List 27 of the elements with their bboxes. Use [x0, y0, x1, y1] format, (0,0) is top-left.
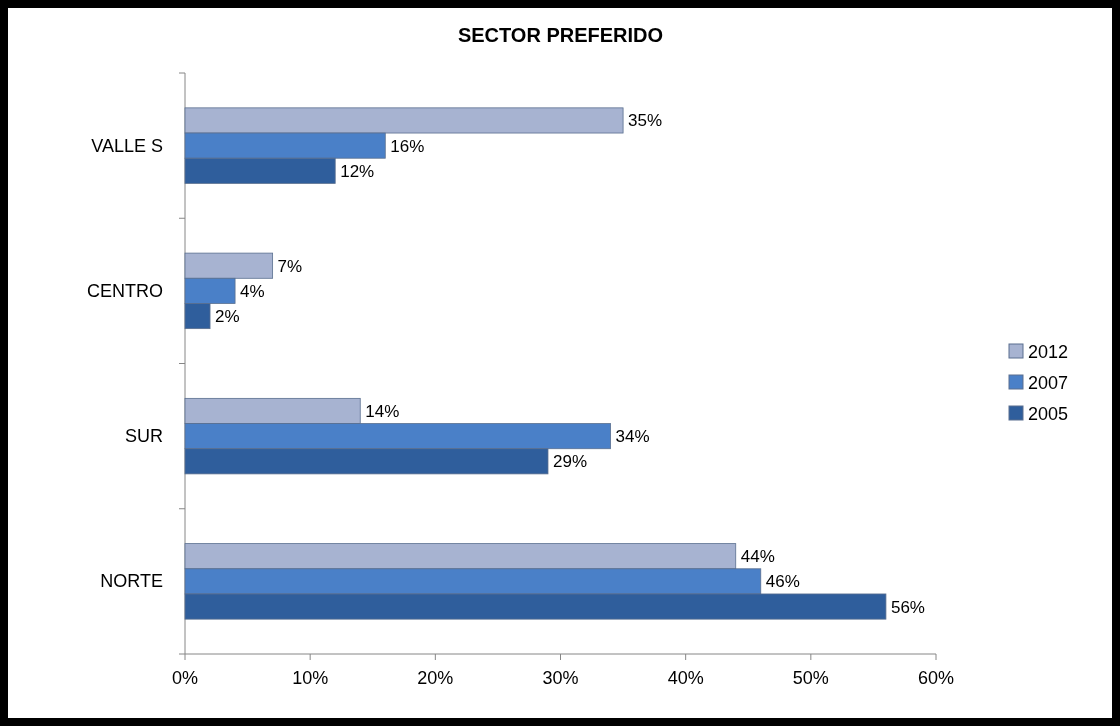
data-label: 56%	[890, 597, 925, 617]
y-tick-label: NORTE	[100, 571, 163, 592]
data-label: 34%	[615, 427, 650, 447]
legend-label: 2012	[1028, 342, 1069, 362]
legend-label: 2007	[1028, 373, 1069, 393]
x-tick-label: 0%	[171, 668, 199, 688]
legend-label: 2005	[1028, 404, 1069, 424]
x-tick-label: 30%	[542, 668, 579, 688]
data-label: 16%	[390, 136, 425, 156]
x-tick-label: 40%	[667, 668, 704, 688]
data-label: 29%	[552, 452, 588, 472]
data-label: 14%	[365, 401, 400, 421]
chart-title: SECTOR PREFERIDO	[457, 24, 664, 46]
data-label: 35%	[628, 111, 663, 131]
x-tick-label: 60%	[917, 668, 955, 688]
data-label: 4%	[240, 281, 265, 301]
x-tick-label: 50%	[792, 668, 829, 688]
x-tick-label: 20%	[417, 668, 454, 688]
y-tick-label: CENTRO	[87, 280, 163, 301]
data-label: 44%	[740, 547, 775, 567]
data-label: 12%	[340, 161, 375, 181]
y-tick-label: VALLE S	[91, 135, 163, 156]
data-label: 2%	[215, 307, 240, 327]
data-label: 7%	[277, 256, 303, 276]
data-label: 46%	[765, 572, 800, 592]
y-tick-label: SUR	[124, 426, 163, 447]
x-tick-label: 10%	[292, 668, 329, 688]
